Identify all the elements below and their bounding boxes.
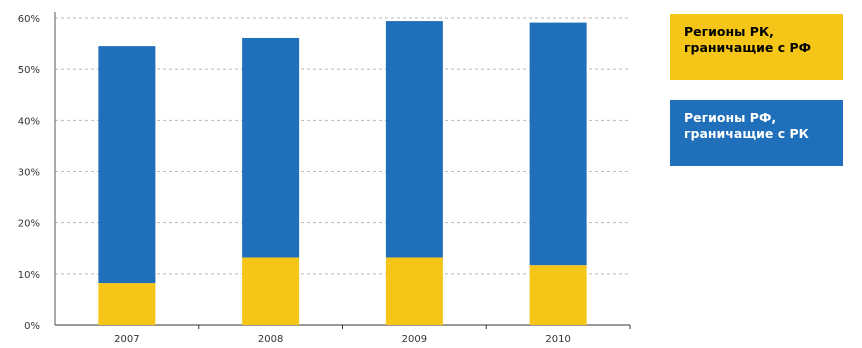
x-tick-label: 2008 — [258, 334, 283, 345]
bar-segment-ru — [242, 37, 300, 258]
legend-item-ru-regions: Регионы РФ, граничащие с РК — [670, 100, 843, 166]
x-tick-label: 2010 — [545, 334, 570, 345]
bar-segment-ru — [529, 22, 587, 266]
legend-label-line2: граничащие с РК — [684, 126, 809, 141]
x-tick-label: 2009 — [402, 334, 427, 345]
y-tick-label: 30% — [18, 168, 40, 179]
bar-segment-kz — [529, 265, 587, 325]
bar-segment-kz — [242, 257, 300, 325]
y-tick-label: 10% — [18, 270, 40, 281]
y-tick-label: 50% — [18, 65, 40, 76]
bar-segment-kz — [98, 283, 156, 325]
x-tick-label: 2007 — [114, 334, 139, 345]
y-tick-label: 20% — [18, 219, 40, 230]
bar-segment-ru — [98, 46, 156, 284]
y-tick-label: 40% — [18, 116, 40, 127]
y-tick-label: 0% — [24, 321, 40, 332]
bar-segment-ru — [385, 21, 443, 258]
stacked-bar-chart: 0% 10% 20% 30% 40% 50% 60% 2007 2008 2009 2010 — [18, 12, 631, 345]
legend-label-line1: Регионы РФ, — [684, 110, 777, 125]
y-tick-label: 60% — [18, 14, 40, 25]
bar-segment-kz — [385, 257, 443, 325]
legend-item-kz-regions: Регионы РК, граничащие с РФ — [670, 14, 843, 80]
legend-label-line2: граничащие с РФ — [684, 40, 812, 55]
legend-label-line1: Регионы РК, — [684, 24, 774, 39]
